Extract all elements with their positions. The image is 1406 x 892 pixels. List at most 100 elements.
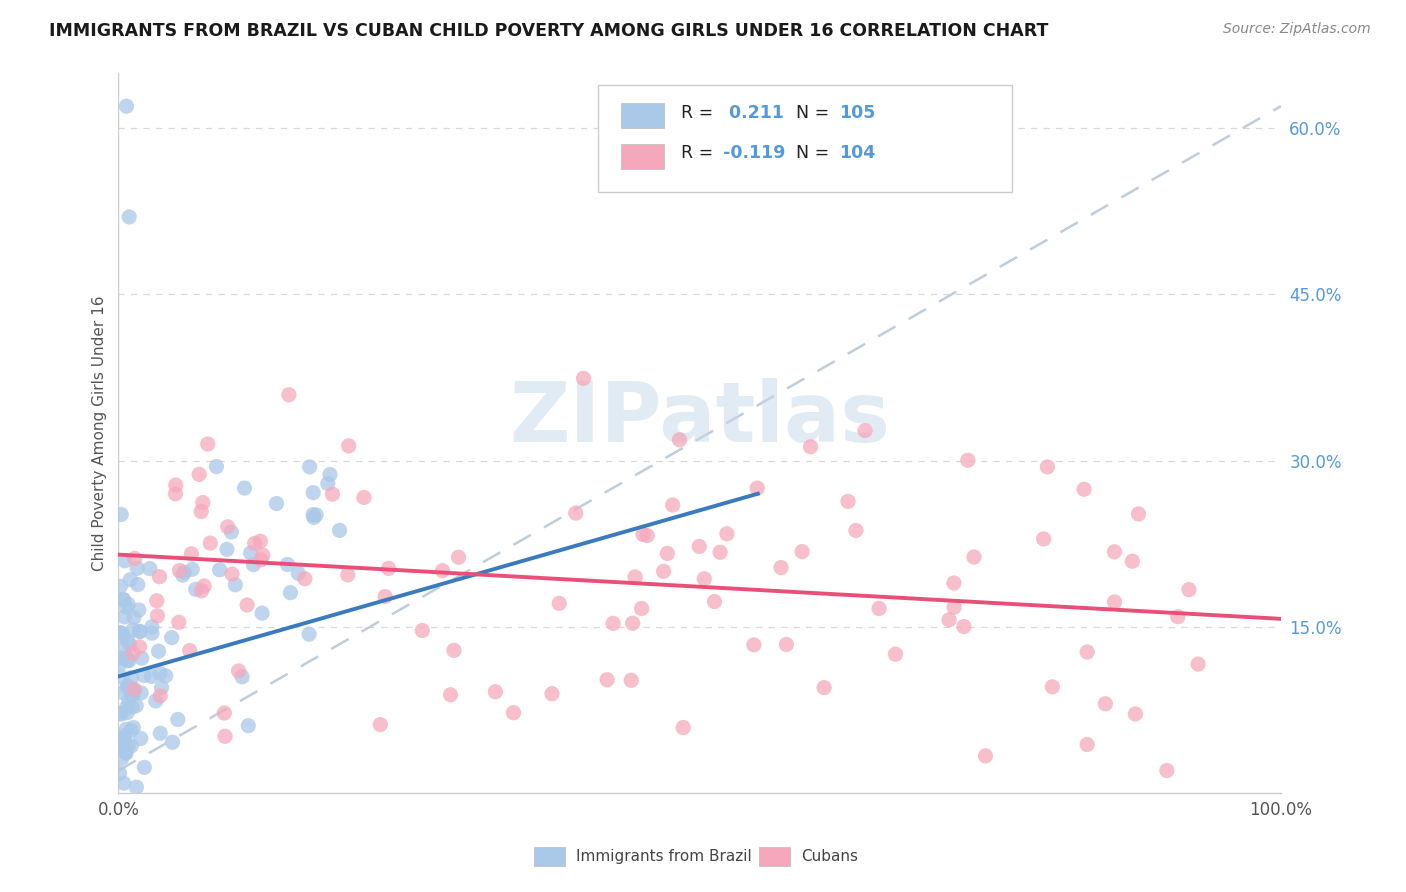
Point bbox=[149, 666, 172, 681]
Point bbox=[112, 592, 135, 607]
Point bbox=[277, 388, 299, 402]
Point bbox=[118, 694, 141, 708]
Point bbox=[115, 746, 138, 760]
Point bbox=[221, 567, 243, 582]
Point bbox=[108, 657, 131, 672]
Point bbox=[1187, 657, 1209, 671]
Point bbox=[190, 504, 212, 518]
Point bbox=[276, 558, 298, 572]
Point bbox=[337, 439, 360, 453]
Point bbox=[620, 673, 643, 688]
Point bbox=[124, 684, 146, 698]
Point bbox=[657, 546, 679, 560]
Point bbox=[1094, 697, 1116, 711]
Point bbox=[149, 689, 172, 703]
Point bbox=[111, 670, 134, 684]
Point bbox=[115, 650, 138, 665]
Point bbox=[884, 647, 907, 661]
Point bbox=[205, 459, 228, 474]
Point bbox=[111, 706, 134, 721]
Point bbox=[231, 670, 253, 684]
Point bbox=[141, 620, 163, 634]
Point bbox=[125, 698, 148, 713]
Point bbox=[180, 547, 202, 561]
Point bbox=[228, 664, 250, 678]
Point bbox=[173, 566, 195, 580]
Point bbox=[974, 748, 997, 763]
Point bbox=[233, 481, 256, 495]
Point bbox=[167, 615, 190, 630]
Point bbox=[572, 371, 595, 385]
Point bbox=[148, 644, 170, 658]
Point bbox=[624, 570, 647, 584]
Point bbox=[1040, 680, 1063, 694]
Point bbox=[845, 524, 868, 538]
Point bbox=[118, 210, 141, 224]
Point bbox=[250, 606, 273, 620]
Point bbox=[214, 730, 236, 744]
Point bbox=[1178, 582, 1201, 597]
Point bbox=[108, 625, 131, 640]
Point bbox=[120, 573, 142, 587]
Point bbox=[1121, 554, 1143, 568]
Point bbox=[129, 624, 152, 639]
Text: ZIPatlas: ZIPatlas bbox=[509, 378, 890, 459]
Point bbox=[111, 626, 134, 640]
Point bbox=[165, 478, 187, 492]
Point bbox=[336, 568, 359, 582]
Point bbox=[298, 459, 321, 474]
Point bbox=[868, 601, 890, 615]
Point bbox=[139, 561, 162, 575]
Point bbox=[800, 440, 823, 454]
Text: Immigrants from Brazil: Immigrants from Brazil bbox=[576, 849, 752, 863]
Point bbox=[121, 689, 143, 703]
Point bbox=[266, 497, 288, 511]
Point bbox=[305, 508, 328, 522]
Point bbox=[302, 508, 325, 522]
Point bbox=[117, 679, 139, 693]
Point bbox=[112, 642, 135, 657]
Point bbox=[1128, 507, 1150, 521]
Point bbox=[636, 528, 658, 542]
Point bbox=[120, 681, 142, 696]
Point bbox=[368, 717, 391, 731]
Point bbox=[114, 729, 136, 743]
Point bbox=[114, 610, 136, 624]
Point bbox=[790, 544, 813, 558]
Point bbox=[316, 476, 339, 491]
Point bbox=[630, 601, 652, 615]
Point bbox=[1076, 738, 1098, 752]
Point bbox=[775, 637, 797, 651]
Point bbox=[411, 624, 433, 638]
Point bbox=[128, 624, 150, 639]
Point bbox=[110, 733, 132, 747]
Point bbox=[224, 578, 246, 592]
Point bbox=[128, 640, 150, 654]
Point bbox=[302, 510, 325, 524]
Point bbox=[149, 726, 172, 740]
Point bbox=[115, 600, 138, 615]
Point bbox=[141, 669, 163, 683]
Point bbox=[668, 433, 690, 447]
Point bbox=[125, 780, 148, 794]
Point bbox=[484, 685, 506, 699]
Point bbox=[956, 453, 979, 467]
Point bbox=[502, 706, 524, 720]
Point bbox=[280, 585, 302, 599]
Point bbox=[1104, 595, 1126, 609]
Point bbox=[118, 637, 141, 651]
Point bbox=[114, 744, 136, 758]
Point bbox=[114, 735, 136, 749]
Point bbox=[124, 551, 146, 566]
Point bbox=[117, 739, 139, 754]
Point bbox=[374, 590, 396, 604]
Point bbox=[124, 682, 146, 697]
Point bbox=[117, 633, 139, 648]
Point bbox=[132, 668, 155, 682]
Point bbox=[249, 534, 271, 549]
Point bbox=[120, 671, 142, 685]
Point bbox=[238, 719, 260, 733]
Point bbox=[596, 673, 619, 687]
Point bbox=[1036, 459, 1059, 474]
Point bbox=[115, 706, 138, 720]
